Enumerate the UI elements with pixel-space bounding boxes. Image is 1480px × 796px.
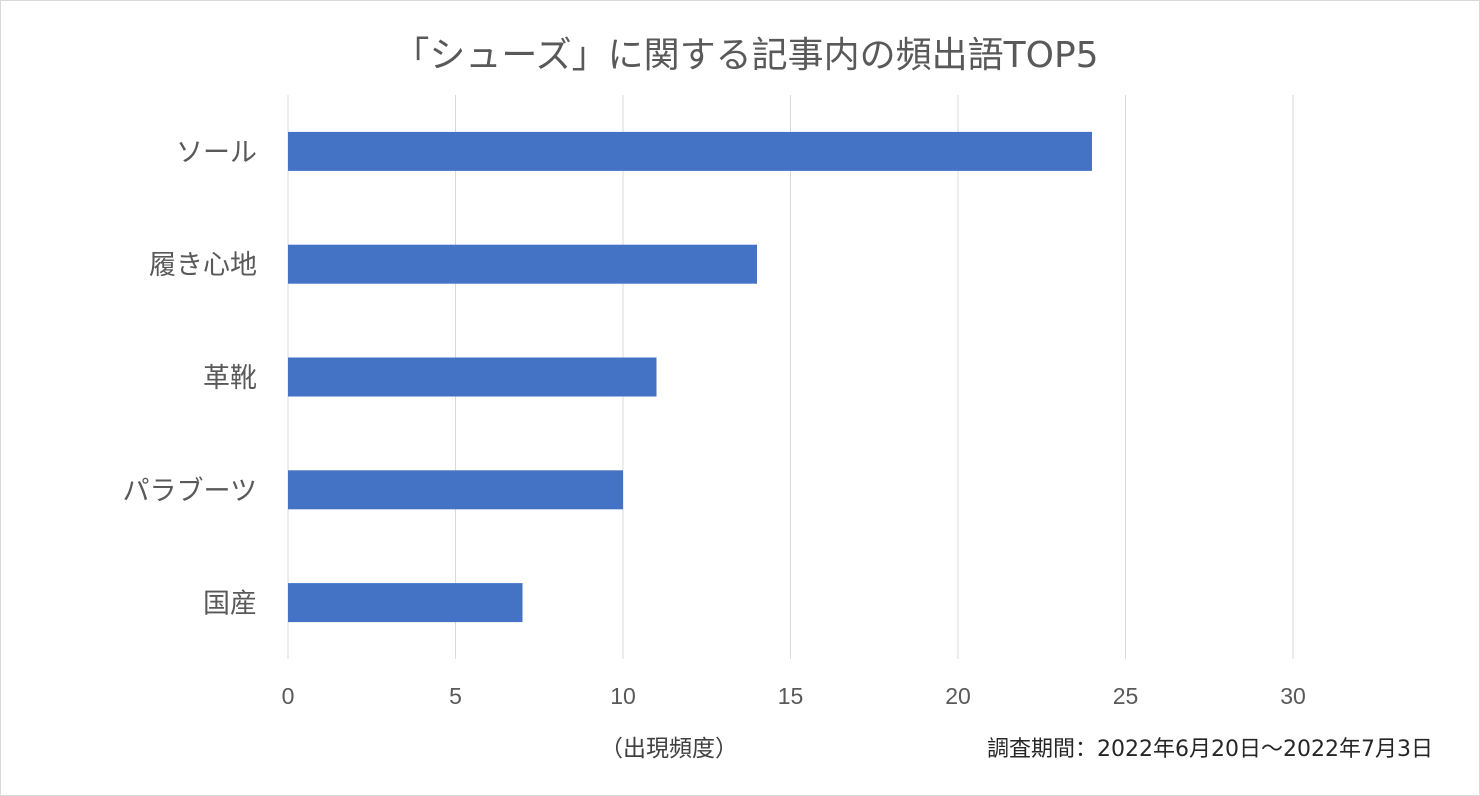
x-tick-label: 0 bbox=[282, 683, 295, 709]
category-label: 国産 bbox=[203, 589, 257, 620]
x-tick-label: 15 bbox=[778, 683, 804, 709]
category-label: 革靴 bbox=[203, 363, 257, 394]
x-tick-label: 30 bbox=[1280, 683, 1306, 709]
bars bbox=[288, 131, 1092, 623]
x-tick-label: 10 bbox=[610, 683, 636, 709]
survey-period-note: 調査期間：2022年6月20日〜2022年7月3日 bbox=[987, 737, 1433, 762]
bar-5 bbox=[288, 583, 523, 623]
x-tick-label: 20 bbox=[945, 683, 971, 709]
bar-3 bbox=[288, 357, 657, 397]
chart-title: 「シューズ」に関する記事内の頻出語TOP5 bbox=[393, 35, 1098, 76]
x-tick-label: 5 bbox=[449, 683, 462, 709]
bar-4 bbox=[288, 470, 623, 510]
bar-2 bbox=[288, 244, 757, 284]
x-tick-labels: 0 5 10 15 20 25 30 bbox=[282, 683, 1306, 709]
x-axis-label: （出現頻度） bbox=[600, 736, 738, 762]
x-tick-label: 25 bbox=[1113, 683, 1139, 709]
category-label: ソール bbox=[176, 137, 257, 168]
category-label: 履き心地 bbox=[149, 250, 257, 281]
bar-1 bbox=[288, 131, 1092, 171]
category-label: パラブーツ bbox=[123, 476, 257, 507]
